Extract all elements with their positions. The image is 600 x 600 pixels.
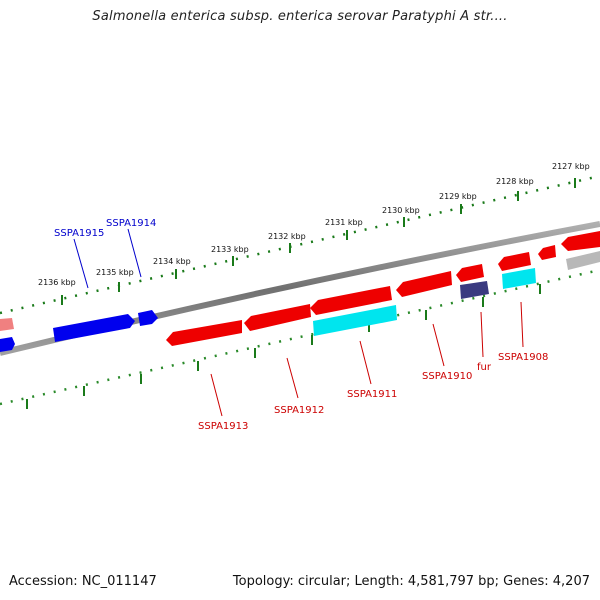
ruler-label: 2129 kbp: [439, 192, 477, 201]
lower-ruler: [0, 268, 600, 409]
upper-ruler: 2127 kbp 2128 kbp 2129 kbp 2130 kbp 2131…: [0, 162, 600, 315]
gene-label-sspa1910: SSPA1910: [422, 371, 472, 382]
ruler-label: 2127 kbp: [552, 162, 590, 171]
gene-label-line: [359, 340, 372, 385]
gene-label-fur: fur: [477, 362, 492, 373]
gene-arrow-sspa1912[interactable]: [244, 304, 311, 331]
gene-label-line: [127, 228, 142, 278]
ruler-label: 2132 kbp: [268, 232, 306, 241]
gene-arrow-sspa1911-cyan[interactable]: [313, 305, 397, 336]
gene-arrow-sspa1915[interactable]: [53, 314, 135, 342]
gene-arrow-sspa1913[interactable]: [166, 320, 242, 346]
gene-label-line: [210, 373, 223, 417]
gene-label-sspa1912: SSPA1912: [274, 405, 324, 416]
gene-label-sspa1915: SSPA1915: [54, 228, 104, 239]
gene-label-sspa1908: SSPA1908: [498, 352, 548, 363]
gene-arrow-edge[interactable]: [0, 337, 15, 352]
genome-summary-text: Topology: circular; Length: 4,581,797 bp…: [232, 574, 590, 589]
gene-arrow-sspa1911[interactable]: [310, 286, 392, 315]
ruler-label: 2133 kbp: [211, 245, 249, 254]
ruler-label: 2128 kbp: [496, 177, 534, 186]
gene-arrow-sspa1910[interactable]: [396, 271, 452, 297]
gene-arrow-edge[interactable]: [566, 251, 600, 270]
ruler-label: 2130 kbp: [382, 206, 420, 215]
gene-label-line: [520, 301, 524, 348]
ruler-label: 2134 kbp: [153, 257, 191, 266]
gene-arrow-edge[interactable]: [0, 318, 14, 331]
gene-arrow-c[interactable]: [538, 245, 556, 260]
accession-text: Accession: NC_011147: [9, 574, 157, 589]
ruler-label: 2136 kbp: [38, 278, 76, 287]
gene-label-sspa1914: SSPA1914: [106, 218, 156, 229]
map-title: Salmonella enterica subsp. enterica sero…: [92, 9, 508, 24]
gene-arrow-sspa1908[interactable]: [502, 268, 536, 289]
gene-label-sspa1913: SSPA1913: [198, 421, 248, 432]
gene-label-line: [432, 323, 445, 367]
gene-arrow-a[interactable]: [456, 264, 484, 282]
gene-label-line: [286, 357, 299, 399]
gene-arrow-sspa1914[interactable]: [138, 310, 158, 326]
gene-label-line: [480, 311, 484, 358]
gene-label-line: [73, 238, 89, 289]
gene-label-sspa1911: SSPA1911: [347, 389, 397, 400]
gene-arrow-d[interactable]: [561, 231, 600, 251]
gene-arrow-b[interactable]: [498, 252, 531, 271]
ruler-label: 2131 kbp: [325, 218, 363, 227]
upper-ruler-dots: [0, 174, 600, 315]
gene-arrow-fur[interactable]: [460, 281, 489, 299]
lower-ruler-dots: [0, 268, 600, 406]
ruler-label: 2135 kbp: [96, 268, 134, 277]
